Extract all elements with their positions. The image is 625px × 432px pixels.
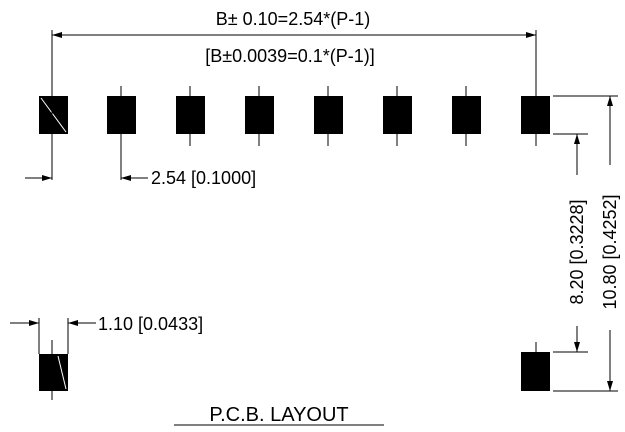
- overall-width-dimension: B± 0.10=2.54*(P-1) [B±0.0039=0.1*(P-1)]: [51, 9, 537, 80]
- bottom-left-pad-group: 1.10 [0.0433]: [10, 314, 203, 400]
- pin-1-marker: [40, 97, 67, 133]
- mount-pad-right: [521, 352, 550, 391]
- mount-pad-left: [39, 354, 68, 391]
- pitch-dimension: 2.54 [0.1000]: [25, 150, 256, 188]
- vertical-dimensions: 8.20 [0.3228] 10.80 [0.4252]: [553, 95, 620, 392]
- pad-width-label: 1.10 [0.0433]: [98, 314, 203, 334]
- inner-vertical-label: 8.20 [0.3228]: [567, 199, 587, 304]
- drawing-title: P.C.B. LAYOUT: [209, 404, 348, 426]
- outer-vertical-label: 10.80 [0.4252]: [600, 194, 620, 309]
- mount-pad-marker: [57, 355, 67, 390]
- bottom-right-pad-group: [521, 342, 550, 391]
- overall-dimension-inch-label: [B±0.0039=0.1*(P-1)]: [205, 46, 374, 66]
- pitch-label: 2.54 [0.1000]: [151, 168, 256, 188]
- overall-dimension-mm-label: B± 0.10=2.54*(P-1): [216, 9, 370, 29]
- top-pad-row: [39, 80, 550, 180]
- title-block: P.C.B. LAYOUT: [174, 404, 384, 426]
